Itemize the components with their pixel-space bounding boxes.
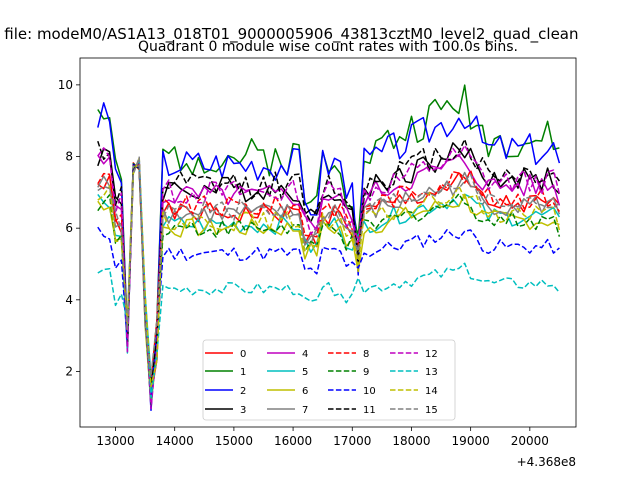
x-tick-label: 16000 (274, 434, 312, 448)
legend-label-5: 5 (302, 367, 308, 378)
legend-label-11: 11 (363, 405, 376, 416)
legend-label-15: 15 (425, 405, 438, 416)
legend-label-7: 7 (302, 405, 308, 416)
legend-label-6: 6 (302, 386, 308, 397)
series-line-8 (97, 162, 561, 382)
y-axis: 2 4 6 8 10 (58, 78, 80, 378)
legend-label-0: 0 (240, 349, 246, 360)
legend-label-2: 2 (240, 386, 246, 397)
figure-suptitle: n file: modeM0/AS1A13_018T01_9000005906_… (0, 25, 579, 44)
series-line-11 (97, 138, 561, 385)
series-line-15 (97, 156, 560, 377)
series-line-12 (97, 144, 561, 410)
series-line-13 (97, 158, 560, 399)
series-line-10 (97, 160, 560, 396)
x-tick-label: 13000 (96, 434, 134, 448)
y-tick-label: 8 (65, 150, 73, 164)
legend-label-13: 13 (425, 367, 438, 378)
axes-frame (79, 57, 577, 428)
x-tick-label: 17000 (333, 434, 371, 448)
series-line-14 (97, 157, 561, 388)
axes-title: Quadrant 0 module wise count rates with … (138, 39, 518, 55)
legend-label-8: 8 (363, 349, 369, 360)
x-tick-label: 18000 (392, 434, 430, 448)
y-tick-label: 10 (58, 78, 73, 92)
x-tick-label: 15000 (215, 434, 253, 448)
legend-box (202, 339, 456, 421)
x-axis: 13000 14000 15000 16000 17000 18000 19000 20000 (96, 427, 549, 448)
x-offset-label: +4.368e8 (517, 455, 576, 469)
series-line-9 (97, 161, 561, 407)
legend-label-9: 9 (363, 367, 369, 378)
series-group (97, 84, 561, 412)
legend-label-10: 10 (363, 386, 376, 397)
x-tick-label: 14000 (156, 434, 194, 448)
legend-label-1: 1 (240, 367, 246, 378)
legend-label-12: 12 (425, 349, 438, 360)
x-tick-label: 19000 (452, 434, 490, 448)
legend-label-4: 4 (302, 349, 308, 360)
y-tick-label: 6 (65, 221, 73, 235)
x-tick-label: 20000 (511, 434, 549, 448)
y-tick-label: 2 (65, 364, 73, 378)
y-tick-label: 4 (65, 293, 73, 307)
legend-label-14: 14 (425, 386, 438, 397)
series-line-7 (97, 163, 561, 393)
legend-label-3: 3 (240, 405, 246, 416)
